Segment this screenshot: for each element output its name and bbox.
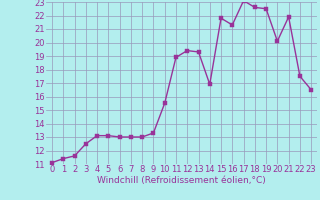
X-axis label: Windchill (Refroidissement éolien,°C): Windchill (Refroidissement éolien,°C) [97,176,266,185]
